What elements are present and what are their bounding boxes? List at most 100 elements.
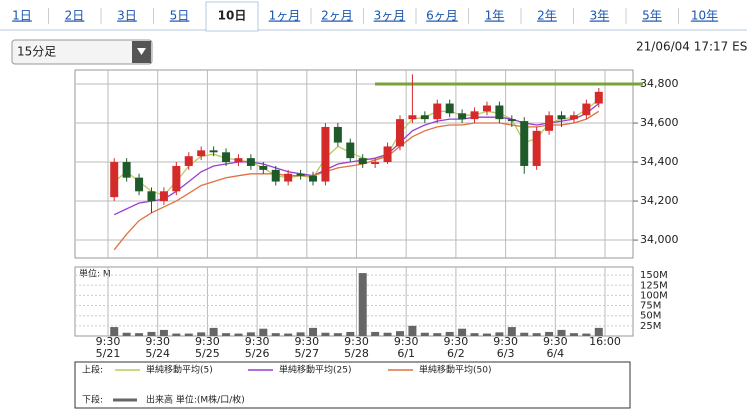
candle-body [532,130,541,166]
volume-bar [507,327,516,336]
volume-plot [74,266,634,337]
volume-bar [159,329,168,336]
candle-body [408,115,417,120]
y-tick-label: 25M [640,321,661,332]
candle-body [557,115,566,120]
tab[interactable]: 5日 [170,9,190,23]
candle-body [520,121,529,166]
ma-line [113,99,600,196]
tab[interactable]: 1ヶ月 [269,9,301,23]
select-arrow [137,48,146,55]
candle-body [346,142,355,159]
candle-body [209,150,218,153]
volume-bar [309,327,318,336]
tab[interactable]: 6ヶ月 [426,9,458,23]
candle-body [395,119,404,147]
candle-body [234,158,243,163]
volume-bar [259,328,268,336]
candle-body [470,111,479,120]
legend-upper: 上段: [82,364,103,376]
volume-bar [135,333,144,336]
x-tick-label: 5/28 [344,347,369,360]
tab[interactable]: 2ヶ月 [321,9,353,23]
volume-bar [420,332,429,336]
tab[interactable]: 10年 [691,9,718,23]
x-tick-label: 9:30 [344,335,369,348]
timestamp: 21/06/04 17:17 ES [636,40,747,54]
y-tick-label: 100M [640,290,668,301]
candle-body [110,162,119,198]
x-tick-label: 5/24 [145,347,170,360]
volume-bar [594,327,603,336]
tab[interactable]: 10日 [218,9,247,23]
candle-body [197,150,206,157]
volume-bar [383,332,392,336]
x-tick-label: 9:30 [294,335,319,348]
tab[interactable]: 3年 [590,9,610,23]
volume-bar [470,333,479,336]
volume-bar [569,333,578,336]
ma-line [113,110,600,251]
candle-body [495,105,504,120]
x-tick-label: 9:30 [245,335,270,348]
candle-body [420,115,429,120]
candle-body [545,115,554,131]
legend-lower: 下段: [82,394,103,406]
candle-body [147,191,156,202]
volume-bar [433,333,442,336]
tab[interactable]: 3ヶ月 [374,9,406,23]
y-tick-label: 34,600 [640,116,679,129]
volume-bar [482,333,491,336]
volume-bar [557,329,566,336]
candle-body [321,126,330,182]
candle-body [222,152,231,163]
x-tick-label: 6/1 [397,347,415,360]
tab[interactable]: 2年 [537,9,557,23]
candle-body [122,162,131,178]
tab[interactable]: 1年 [485,9,505,23]
x-tick-label: 9:30 [394,335,419,348]
volume-bar [545,331,554,336]
candle-body [172,165,181,192]
tab[interactable]: 2日 [65,9,85,23]
candle-body [383,146,392,163]
volume-bar [197,332,206,336]
ma-line [113,102,600,216]
volume-bar [271,333,280,336]
volume-bar [284,333,293,336]
y-tick-label: 34,800 [640,77,679,90]
tab[interactable]: 5年 [642,9,662,23]
candle-body [582,103,591,116]
candle-body [371,162,380,164]
y-tick-label: 34,200 [640,194,679,207]
volume-bar [395,331,404,336]
x-tick-label: 5/21 [96,347,121,360]
candle-body [445,103,454,114]
tab-bar [0,0,747,30]
y-tick-label: 125M [640,280,668,291]
tab[interactable]: 1日 [12,9,32,23]
candle-body [296,173,305,176]
candle-body [271,169,280,182]
interval-select[interactable] [11,39,153,65]
y-tick-label: 50M [640,311,661,322]
x-tick-label: 5/27 [294,347,319,360]
x-tick-label: 9:30 [493,335,518,348]
x-tick-label: 9:30 [543,335,568,348]
x-tick-label: 16:00 [589,335,621,348]
volume-bar [246,332,255,336]
volume-bar [222,333,231,336]
tab-selected [205,1,259,32]
volume-unit: 単位: M [79,268,111,280]
volume-bar [346,331,355,336]
volume-bar [184,333,193,336]
volume-bar [122,332,131,336]
volume-bar [445,331,454,336]
volume-bar [172,333,181,336]
tab[interactable]: 3日 [117,9,137,23]
volume-bar [234,333,243,336]
candle-body [433,103,442,120]
candle-body [284,173,293,182]
candle-body [159,191,168,202]
